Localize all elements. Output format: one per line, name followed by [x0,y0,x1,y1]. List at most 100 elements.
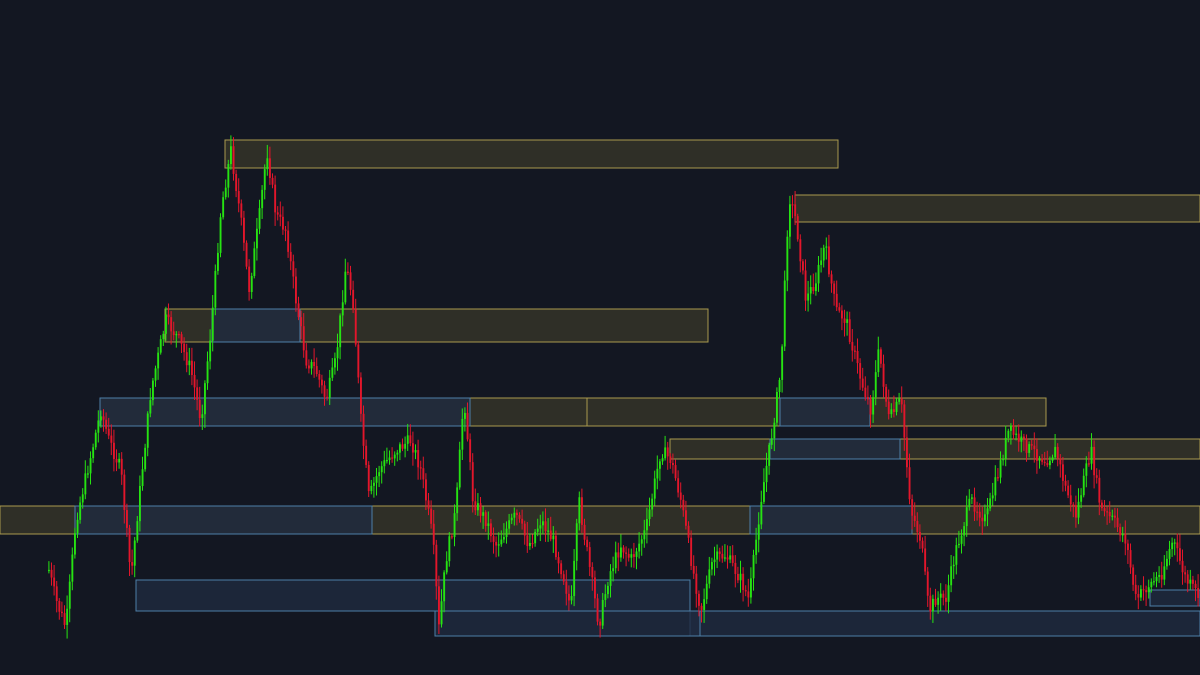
candle [822,244,825,268]
candle [690,530,693,571]
candle [557,551,560,574]
candle-body [331,367,334,378]
candle-body [929,595,932,612]
candle-body [48,569,50,572]
candle [692,555,695,579]
candle-body [1176,542,1179,549]
candle-body [471,462,474,502]
candle [916,512,919,543]
candle-body [113,442,115,460]
candle-body [336,347,339,359]
candle-body [791,204,794,206]
candle-body [464,412,466,419]
candle-body [521,518,524,524]
candle [79,496,82,524]
candle-body [991,495,994,499]
candle-body [1038,458,1041,461]
candle [1017,424,1020,452]
candle-body [149,400,152,414]
candle-body [685,510,687,526]
candle [308,359,310,374]
candle [141,456,144,491]
candle-body [79,502,82,520]
candle-body [718,551,721,554]
candle-body [867,397,869,400]
candle-body [170,317,173,332]
candle [656,455,659,490]
candle [724,544,726,562]
candle [292,254,295,289]
candle-body [94,432,97,448]
candle-body [321,379,323,386]
candle [235,169,238,198]
candle-body [1059,458,1062,465]
candle-body [1150,581,1153,588]
candle-body [841,310,843,319]
candle-body [1155,576,1158,582]
candle [830,270,833,293]
candle [1007,428,1010,443]
candles-layer [48,135,1200,639]
candle-body [115,459,118,463]
candle-body [739,573,742,581]
candle [861,367,864,391]
candle [53,565,56,596]
candle-body [672,462,674,466]
candle-body [906,437,908,468]
candle-body [323,385,326,397]
candle-body [227,164,230,188]
candle-body [815,283,817,292]
candle [932,594,934,623]
candle-body [560,563,563,575]
candle [555,530,557,560]
candle [661,454,664,465]
candle-body [474,501,477,511]
candle [716,544,719,569]
candle-body [401,444,404,449]
candle [367,461,370,498]
candle-body [1124,534,1127,544]
candle [604,584,607,608]
candle [477,493,479,516]
candle [578,491,581,531]
candle [1033,432,1036,463]
candle [513,507,516,526]
candle [321,374,323,394]
candle [201,404,204,430]
candle-body [864,387,867,398]
candle-body [1085,463,1088,476]
candle-body [266,158,269,170]
candle [705,575,708,604]
candle-body [1007,430,1010,438]
candle-body [708,569,711,584]
candle [1108,501,1111,524]
candle [165,306,167,341]
candle-body [932,598,934,612]
candle [217,242,219,275]
candle [594,570,596,609]
candle-body [152,380,154,401]
candle [726,545,729,569]
candle-body [536,528,539,532]
candle [895,397,898,416]
candle-body [419,467,422,469]
candle [331,358,334,381]
candle-body [1181,560,1184,573]
candle [1010,423,1012,445]
candle-body [396,452,399,455]
candle-body [838,307,841,311]
candle [61,601,63,617]
candle [1181,549,1184,585]
candle-body [768,444,771,466]
candle [323,380,326,406]
candle [1028,441,1031,458]
candle-body [952,564,955,567]
candle-body [1077,501,1080,518]
candle-body [479,503,482,516]
candle [874,360,877,406]
candle [666,441,669,470]
candle-body [487,523,490,526]
candle-body [1090,446,1093,464]
candle [1119,523,1122,542]
candle-body [908,467,911,500]
